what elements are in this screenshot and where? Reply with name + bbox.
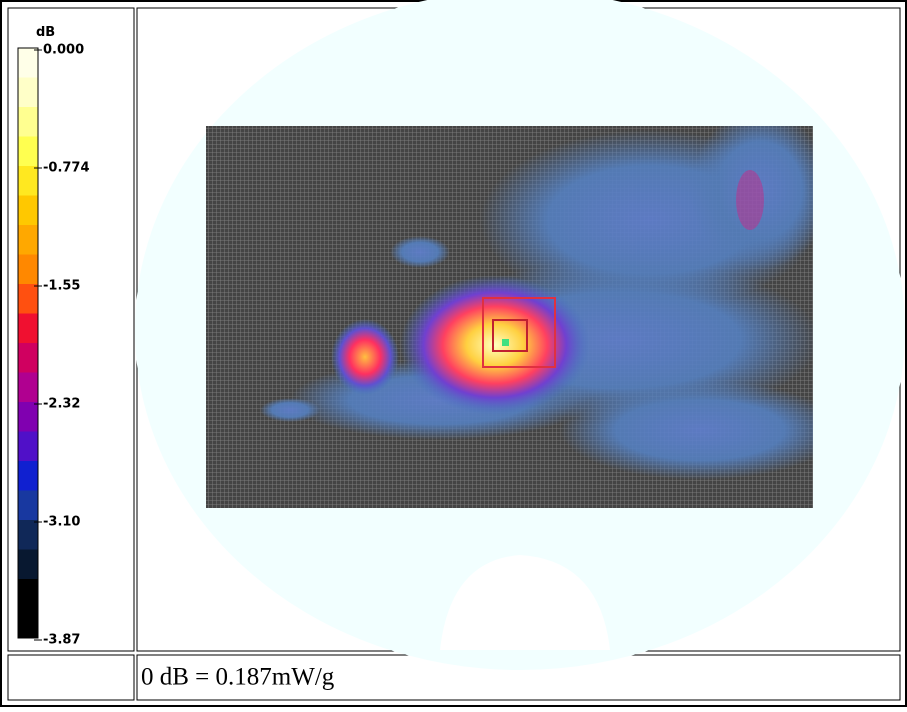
colorbar-label: -2.32 — [43, 397, 80, 412]
colorbar-swatch — [18, 490, 38, 521]
colorbar-swatch — [18, 284, 38, 314]
colorbar-label: -0.774 — [43, 161, 90, 176]
colorbar-swatch — [18, 77, 38, 108]
colorbar-swatch — [18, 520, 38, 550]
colorbar-swatch — [18, 461, 38, 491]
colorbar-border — [17, 47, 39, 639]
colorbar-swatch — [18, 402, 38, 432]
colorbar-unit: dB — [36, 25, 55, 40]
colorbar-swatch — [18, 608, 38, 639]
colorbar-label: -3.87 — [43, 633, 80, 648]
colorbar-label: 0.000 — [43, 43, 84, 58]
colorbar-swatch — [18, 107, 38, 137]
colorbar-swatch — [18, 343, 38, 373]
colorbar-swatch — [18, 579, 38, 609]
sar-map — [206, 126, 813, 508]
colorbar-swatch — [18, 225, 38, 255]
colorbar-swatch — [18, 549, 38, 580]
colorbar-swatch — [18, 313, 38, 344]
colorbar-swatch — [18, 372, 38, 403]
colorbar-label: -1.55 — [43, 279, 80, 294]
colorbar-swatch — [18, 195, 38, 226]
colorbar-swatch — [18, 166, 38, 196]
cell — [7, 7, 135, 652]
colorbar-swatch — [18, 431, 38, 462]
phantom-notch — [440, 555, 610, 650]
peak-marker — [502, 339, 509, 346]
colorbar — [17, 47, 39, 639]
scan-area — [482, 297, 556, 368]
colorbar-swatch — [18, 48, 38, 78]
colorbar-swatch — [18, 136, 38, 167]
footer-text: 0 dB = 0.187mW/g — [141, 664, 335, 691]
cell — [7, 654, 135, 701]
colorbar-swatch — [18, 254, 38, 285]
colorbar-label: -3.10 — [43, 515, 80, 530]
zoom-area — [492, 319, 528, 352]
colorbar-ticks: 0.000 -0.774 -1.55 -2.32 -3.10 -3.87 — [34, 43, 90, 648]
